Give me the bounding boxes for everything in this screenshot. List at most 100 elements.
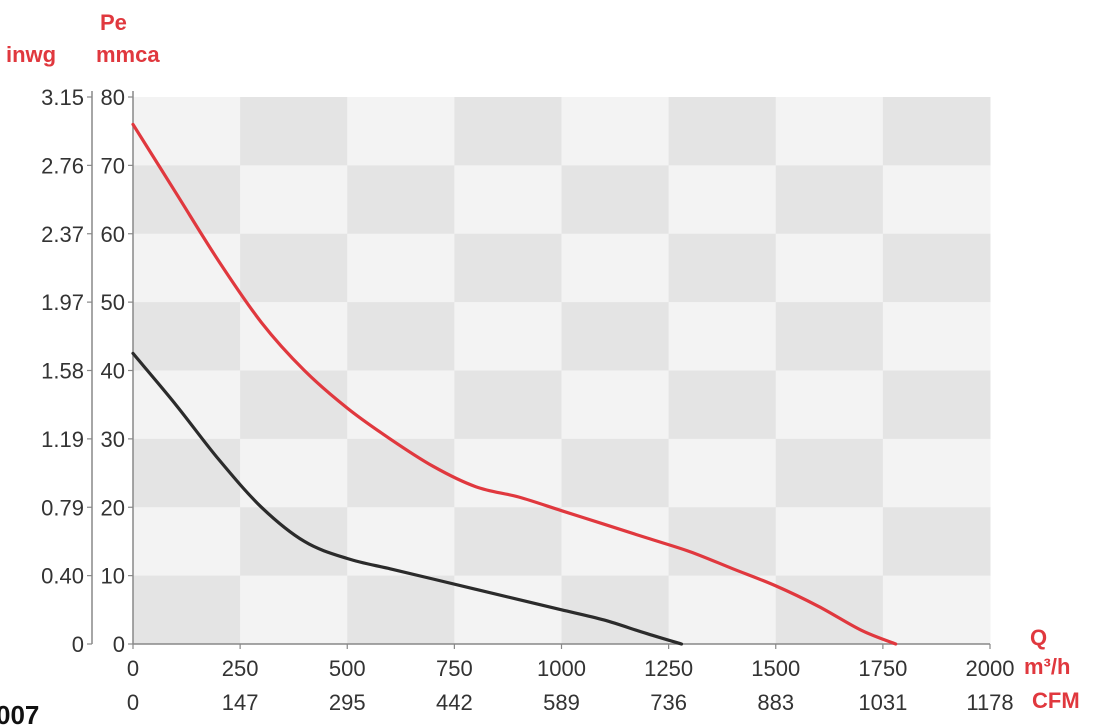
x-tick-label-cfm: 589 — [543, 690, 580, 715]
y-tick-label-mmca: 0 — [113, 632, 125, 657]
grid-bands — [133, 97, 991, 645]
x-tick-label-cfm: 295 — [329, 690, 366, 715]
y-tick-label-mmca: 40 — [101, 359, 125, 384]
grid-cell — [882, 233, 991, 303]
y-tick-label-mmca: 10 — [101, 564, 125, 589]
grid-cell — [882, 507, 991, 577]
x-unit-primary-label: m³/h — [1024, 654, 1070, 679]
y-tick-label-inwg: 0.40 — [41, 564, 84, 589]
grid-cell — [775, 302, 884, 371]
x-tick-label-m3h: 1500 — [751, 656, 800, 681]
grid-cell — [882, 370, 991, 440]
grid-cell — [133, 507, 241, 577]
grid-cell — [454, 97, 562, 166]
grid-cell — [347, 302, 455, 371]
grid-cell — [775, 507, 884, 577]
x-tick-label-m3h: 2000 — [966, 656, 1015, 681]
x-tick-label-m3h: 250 — [222, 656, 259, 681]
grid-cell — [347, 370, 455, 440]
x-tick-label-cfm: 442 — [436, 690, 473, 715]
grid-cell — [668, 97, 777, 166]
x-tick-label-m3h: 750 — [436, 656, 473, 681]
x-tick-label-m3h: 1000 — [537, 656, 586, 681]
grid-cell — [347, 165, 455, 235]
grid-cell — [561, 370, 670, 440]
grid-cell — [775, 438, 884, 508]
grid-cell — [454, 507, 562, 577]
x-tick-label-cfm: 147 — [222, 690, 259, 715]
grid-cell — [347, 575, 455, 645]
y-tick-label-inwg: 1.97 — [41, 290, 84, 315]
grid-cell — [882, 438, 991, 508]
grid-cell — [668, 575, 777, 645]
grid-cell — [454, 165, 562, 235]
grid-cell — [454, 370, 562, 440]
grid-cell — [133, 302, 241, 371]
x-tick-label-cfm: 883 — [757, 690, 794, 715]
grid-cell — [775, 370, 884, 440]
grid-cell — [561, 97, 670, 166]
y-tick-label-mmca: 70 — [101, 153, 125, 178]
y-unit-right-label: mmca — [96, 42, 160, 67]
x-tick-label-cfm: 736 — [650, 690, 687, 715]
axes — [87, 91, 991, 649]
x-tick-label-cfm: 1031 — [858, 690, 907, 715]
grid-cell — [668, 165, 777, 235]
grid-cell — [775, 165, 884, 235]
grid-cell — [454, 302, 562, 371]
grid-cell — [240, 233, 348, 303]
grid-cell — [133, 97, 241, 166]
y-tick-label-inwg: 2.37 — [41, 222, 84, 247]
y-tick-label-inwg: 0 — [72, 632, 84, 657]
grid-cell — [347, 507, 455, 577]
grid-cell — [454, 438, 562, 508]
y-tick-label-mmca: 50 — [101, 290, 125, 315]
grid-cell — [882, 302, 991, 371]
grid-cell — [775, 233, 884, 303]
grid-cell — [347, 233, 455, 303]
grid-cell — [347, 97, 455, 166]
grid-cell — [668, 233, 777, 303]
y-tick-label-mmca: 80 — [101, 85, 125, 110]
x-quantity-label: Q — [1030, 625, 1047, 650]
x-tick-labels: 0 250 500 750 1000 1250 1500 1750 2000 0 147 295 442… — [127, 656, 1015, 715]
y-tick-label-inwg: 0.79 — [41, 495, 84, 520]
x-tick-label-m3h: 0 — [127, 656, 139, 681]
y-unit-left-label: inwg — [6, 42, 56, 67]
grid-cell — [240, 438, 348, 508]
x-unit-secondary-label: CFM — [1032, 688, 1080, 713]
y-tick-label-inwg: 1.58 — [41, 359, 84, 384]
x-tick-label-cfm: 0 — [127, 690, 139, 715]
y-tick-label-mmca: 30 — [101, 427, 125, 452]
grid-cell — [454, 575, 562, 645]
y-tick-label-mmca: 60 — [101, 222, 125, 247]
y-tick-label-inwg: 2.76 — [41, 153, 84, 178]
y-tick-label-mmca: 20 — [101, 495, 125, 520]
grid-cell — [133, 438, 241, 508]
grid-cell — [668, 438, 777, 508]
series-line-red — [131, 122, 898, 646]
x-tick-label-m3h: 1250 — [644, 656, 693, 681]
side-label: 007 — [0, 700, 39, 728]
y-quantity-label: Pe — [100, 10, 127, 35]
grid-cell — [882, 97, 991, 166]
grid-cell — [561, 438, 670, 508]
grid-cell — [775, 97, 884, 166]
grid-cell — [240, 370, 348, 440]
y-tick-label-inwg: 1.19 — [41, 427, 84, 452]
grid-cell — [561, 165, 670, 235]
grid-cell — [882, 165, 991, 235]
grid-cell — [133, 370, 241, 440]
y-tick-labels: 0 10 20 30 40 50 60 70 80 0 0.40 0.79 1.19 1.58 1.97 2.… — [41, 85, 125, 657]
grid-cell — [454, 233, 562, 303]
grid-cell — [561, 575, 670, 645]
grid-cell — [240, 575, 348, 645]
grid-cell — [347, 438, 455, 508]
grid-cell — [240, 507, 348, 577]
grid-cell — [668, 370, 777, 440]
grid-cell — [240, 165, 348, 235]
grid-cell — [561, 233, 670, 303]
series-line-black — [131, 351, 684, 646]
grid-cell — [882, 575, 991, 645]
